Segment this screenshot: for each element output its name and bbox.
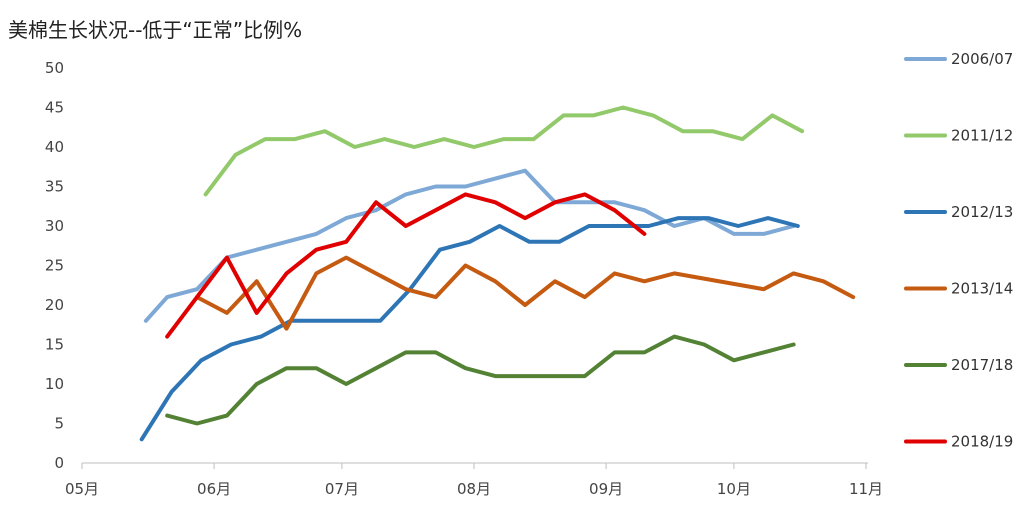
series-lines (139, 105, 856, 442)
legend-label-2013-14: 2013/14 (951, 280, 1013, 298)
series-line-2013-14 (195, 255, 856, 331)
series-line-2006-07 (143, 168, 796, 323)
series-line-2012-13 (139, 216, 800, 442)
x-tick-label: 06月 (197, 480, 231, 498)
x-tick-label: 08月 (457, 480, 491, 498)
legend-label-2012-13: 2012/13 (951, 203, 1013, 221)
y-tick-label: 25 (45, 257, 64, 275)
series-line-2018-19 (165, 192, 647, 339)
y-tick-label: 15 (45, 336, 64, 354)
x-tick-label: 10月 (717, 480, 751, 498)
x-tick-label: 09月 (589, 480, 623, 498)
x-tick-label: 05月 (65, 480, 99, 498)
y-tick-label: 0 (54, 454, 64, 472)
legend-label-2018-19: 2018/19 (951, 433, 1013, 451)
axes: 0 5 10 15 20 25 30 35 40 45 50 05月 06月 07月 08月 09月 10月 11… (45, 59, 883, 498)
legend-label-2011-12: 2011/12 (951, 127, 1013, 145)
y-tick-label: 20 (45, 296, 64, 314)
legend: 2006/07 2011/12 2012/13 2013/14 2017/18 2018/… (904, 50, 1013, 451)
legend-label-2006-07: 2006/07 (951, 50, 1013, 68)
chart-title: 美棉生长状况--低于“正常”比例% (8, 18, 303, 42)
series-line-2017-18 (165, 334, 796, 426)
legend-label-2017-18: 2017/18 (951, 356, 1013, 374)
y-tick-label: 50 (45, 59, 64, 77)
y-tick-label: 45 (45, 99, 64, 117)
y-tick-label: 10 (45, 375, 64, 393)
y-tick-label: 40 (45, 138, 64, 156)
series-line-2011-12 (203, 105, 805, 197)
y-tick-label: 5 (54, 415, 64, 433)
y-tick-label: 30 (45, 217, 64, 235)
x-tick-label: 11月 (849, 480, 883, 498)
x-tick-label: 07月 (325, 480, 359, 498)
y-tick-label: 35 (45, 178, 64, 196)
